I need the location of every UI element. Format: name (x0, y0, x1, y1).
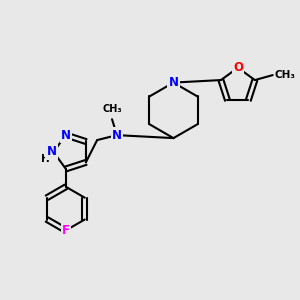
Text: F: F (62, 224, 70, 237)
Text: N: N (112, 129, 122, 142)
Text: N: N (169, 76, 178, 89)
Text: CH₃: CH₃ (102, 104, 122, 114)
Text: N: N (61, 128, 71, 142)
Text: N: N (46, 146, 56, 158)
Text: CH₃: CH₃ (275, 70, 296, 80)
Text: H: H (41, 154, 50, 164)
Text: O: O (233, 61, 243, 74)
